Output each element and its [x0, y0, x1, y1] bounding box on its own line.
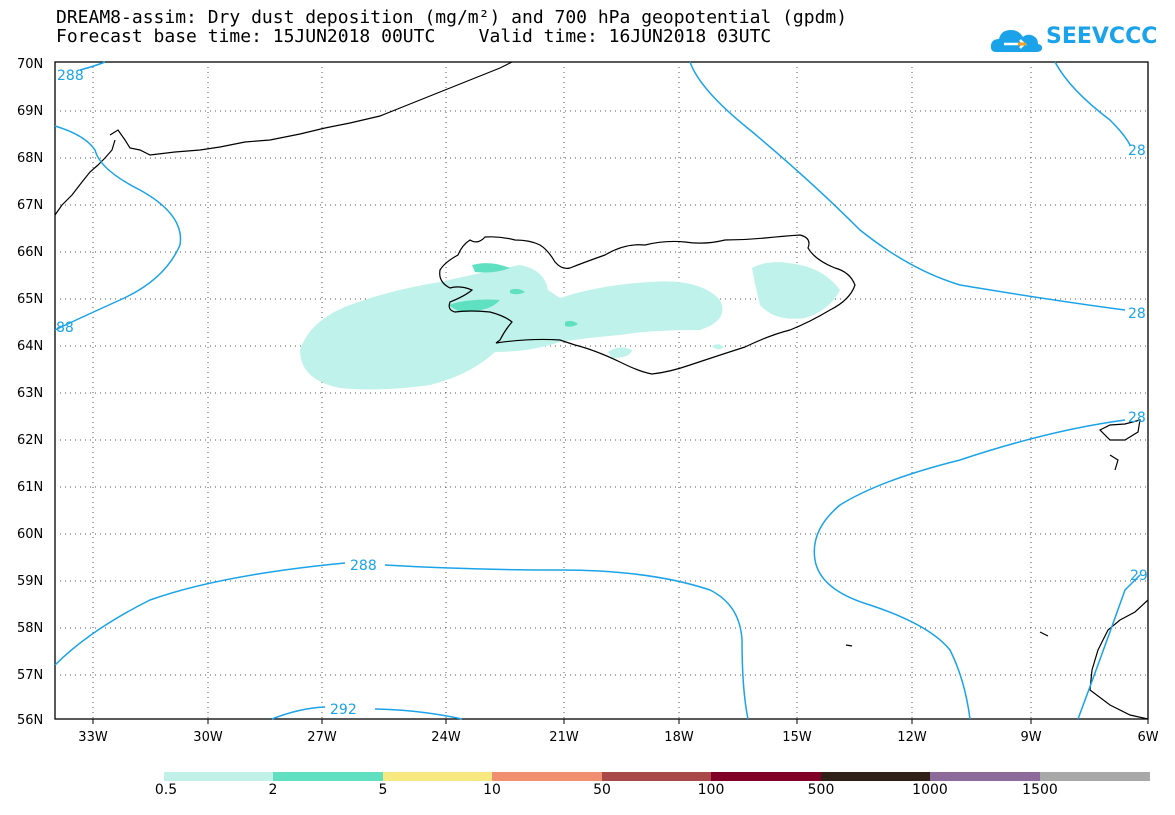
lat-label: 62N [17, 433, 43, 448]
axis-ticks [92, 719, 1149, 724]
lat-label: 65N [17, 292, 43, 307]
legend-swatch [711, 772, 821, 781]
lon-label: 24W [431, 730, 461, 745]
cloud-logo-icon [990, 30, 1043, 52]
map-title: DREAM8-assim: Dry dust deposition (mg/m²… [56, 7, 848, 28]
lon-label: 27W [307, 730, 337, 745]
longitude-labels: 33W 30W 27W 24W 21W 18W 15W 12W 9W 6W [78, 730, 1158, 745]
geopotential-contours [54, 61, 1141, 720]
graticule [55, 62, 1148, 719]
contour-label: 29 [1130, 568, 1148, 584]
dust-deposition-field [300, 262, 840, 390]
contour-label: 28 [1128, 306, 1146, 322]
lon-label: 21W [549, 730, 579, 745]
legend-label: 50 [593, 782, 611, 798]
legend-swatch [164, 772, 274, 781]
legend-label: 1000 [912, 782, 948, 798]
legend-label: 0.5 [154, 782, 178, 798]
legend-label: 500 [807, 782, 835, 798]
legend-label: 5 [378, 782, 388, 798]
legend-swatch [273, 772, 383, 781]
lat-label: 59N [17, 574, 43, 589]
contour-label: 292 [330, 702, 357, 718]
lat-label: 58N [17, 621, 43, 636]
legend-swatch [602, 772, 712, 781]
legend-label: 2 [268, 782, 278, 798]
legend-swatch [930, 772, 1040, 781]
contour-label: 88 [56, 320, 74, 336]
legend-label: 10 [483, 782, 501, 798]
lon-label: 18W [664, 730, 694, 745]
lat-label: 70N [17, 57, 43, 72]
legend-swatch [492, 772, 602, 781]
legend-label: 100 [697, 782, 725, 798]
lon-label: 33W [78, 730, 108, 745]
lat-label: 63N [17, 386, 43, 401]
lat-label: 69N [17, 104, 43, 119]
lat-label: 66N [17, 245, 43, 260]
lat-label: 64N [17, 339, 43, 354]
contour-label: 28 [1128, 410, 1146, 426]
lon-label: 12W [897, 730, 927, 745]
lon-label: 6W [1137, 730, 1158, 745]
legend-swatch [1040, 772, 1150, 781]
lon-label: 15W [782, 730, 812, 745]
lon-label: 9W [1020, 730, 1041, 745]
contour-labels: 288 88 28 28 28 288 292 29 [56, 68, 1148, 718]
latitude-labels: 70N 69N 68N 67N 66N 65N 64N 63N 62N 61N … [17, 57, 43, 728]
lon-label: 30W [193, 730, 223, 745]
lat-label: 61N [17, 480, 43, 495]
contour-label: 28 [1128, 143, 1146, 159]
legend-label: 1500 [1022, 782, 1058, 798]
legend-swatch [821, 772, 931, 781]
lat-label: 57N [17, 668, 43, 683]
legend-swatch [383, 772, 493, 781]
map-frame [54, 61, 1149, 720]
logo-text: SEEVCCC [1046, 24, 1158, 49]
contour-label: 288 [350, 558, 377, 574]
map-subtitle: Forecast base time: 15JUN2018 00UTC Vali… [56, 26, 772, 47]
lat-label: 60N [17, 527, 43, 542]
lat-label: 67N [17, 198, 43, 213]
lat-label: 56N [17, 713, 43, 728]
lat-label: 68N [17, 151, 43, 166]
contour-label: 288 [57, 68, 84, 84]
coastlines [54, 61, 1149, 720]
iceland-coast [439, 234, 856, 375]
